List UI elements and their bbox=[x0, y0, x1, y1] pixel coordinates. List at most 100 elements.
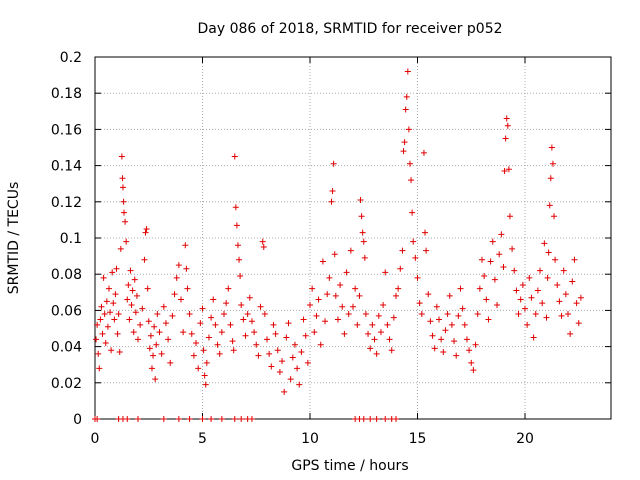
data-point bbox=[388, 347, 395, 354]
data-point bbox=[571, 256, 578, 263]
data-point bbox=[418, 311, 425, 318]
data-point bbox=[369, 321, 376, 328]
data-point bbox=[537, 267, 544, 274]
y-tick-label: 0.14 bbox=[51, 159, 82, 175]
data-point bbox=[339, 303, 346, 310]
y-tick-label: 0.06 bbox=[51, 303, 82, 319]
data-point bbox=[399, 247, 406, 254]
data-point bbox=[375, 312, 382, 319]
data-point bbox=[131, 276, 138, 283]
data-point bbox=[436, 316, 442, 323]
data-point bbox=[373, 416, 380, 422]
data-point bbox=[382, 269, 389, 276]
data-point bbox=[466, 347, 473, 354]
data-point bbox=[153, 341, 160, 348]
data-point bbox=[414, 274, 421, 281]
y-axis-label: SRMTID / TECUs bbox=[6, 182, 22, 295]
data-point bbox=[302, 332, 309, 339]
data-point bbox=[341, 330, 348, 337]
data-point bbox=[371, 336, 378, 343]
data-point bbox=[98, 303, 105, 310]
data-point bbox=[552, 256, 559, 263]
data-point bbox=[210, 296, 217, 303]
x-axis-tick-labels: 0 5 10 15 20 bbox=[91, 431, 534, 447]
data-point bbox=[223, 300, 230, 307]
data-point bbox=[94, 321, 101, 328]
data-point bbox=[337, 282, 344, 289]
data-point bbox=[135, 416, 141, 422]
data-point bbox=[158, 350, 165, 357]
data-point bbox=[119, 184, 126, 191]
data-point bbox=[309, 285, 316, 292]
data-point bbox=[108, 347, 115, 354]
data-point bbox=[266, 350, 273, 357]
data-point bbox=[504, 122, 511, 129]
data-point bbox=[470, 367, 477, 374]
data-point bbox=[182, 242, 189, 249]
data-point bbox=[476, 285, 483, 292]
data-point bbox=[311, 329, 318, 336]
data-point bbox=[291, 341, 298, 348]
data-point bbox=[175, 416, 182, 422]
data-point bbox=[451, 338, 458, 345]
data-point bbox=[367, 416, 374, 422]
data-point bbox=[259, 238, 266, 245]
grid-lines bbox=[95, 57, 611, 419]
data-point bbox=[498, 231, 505, 238]
data-point bbox=[276, 368, 283, 375]
data-point bbox=[565, 311, 571, 318]
data-point bbox=[393, 416, 399, 422]
data-point bbox=[272, 330, 279, 337]
data-point bbox=[285, 320, 292, 327]
data-point bbox=[160, 416, 167, 422]
data-point bbox=[409, 209, 416, 216]
data-point bbox=[300, 316, 307, 323]
data-point bbox=[448, 321, 455, 328]
data-point bbox=[178, 296, 184, 303]
data-point bbox=[190, 352, 197, 359]
data-point bbox=[494, 301, 501, 308]
data-point bbox=[251, 329, 258, 336]
data-point bbox=[315, 296, 322, 303]
data-point bbox=[260, 244, 267, 251]
data-point bbox=[444, 311, 451, 318]
data-point bbox=[126, 316, 133, 323]
data-point bbox=[128, 301, 135, 308]
data-point bbox=[433, 303, 440, 310]
data-point bbox=[274, 347, 281, 354]
data-point bbox=[412, 254, 419, 261]
data-point bbox=[101, 311, 108, 318]
data-point bbox=[319, 258, 326, 265]
data-point bbox=[358, 213, 365, 220]
data-point bbox=[229, 338, 236, 345]
data-point bbox=[416, 300, 423, 307]
data-point bbox=[150, 352, 157, 359]
data-point bbox=[360, 416, 367, 422]
data-point bbox=[169, 312, 176, 319]
data-point bbox=[357, 196, 364, 203]
data-point bbox=[545, 249, 552, 256]
data-point bbox=[121, 209, 128, 216]
data-point bbox=[238, 416, 245, 422]
data-point bbox=[195, 365, 202, 372]
data-point bbox=[528, 294, 535, 301]
data-point bbox=[234, 242, 241, 249]
data-point bbox=[530, 334, 537, 341]
data-point bbox=[461, 321, 468, 328]
data-point bbox=[560, 267, 567, 274]
data-point bbox=[287, 376, 294, 383]
data-point bbox=[143, 225, 150, 232]
data-point bbox=[483, 296, 490, 303]
data-point bbox=[151, 323, 158, 330]
data-point bbox=[261, 311, 268, 318]
data-point bbox=[281, 388, 288, 395]
data-point bbox=[109, 269, 116, 276]
data-point bbox=[116, 349, 123, 356]
data-point bbox=[113, 265, 120, 272]
data-point bbox=[406, 160, 413, 167]
data-point bbox=[359, 229, 366, 236]
data-point bbox=[173, 274, 180, 281]
data-point bbox=[296, 381, 303, 388]
data-point bbox=[197, 320, 204, 327]
data-point bbox=[546, 202, 553, 209]
